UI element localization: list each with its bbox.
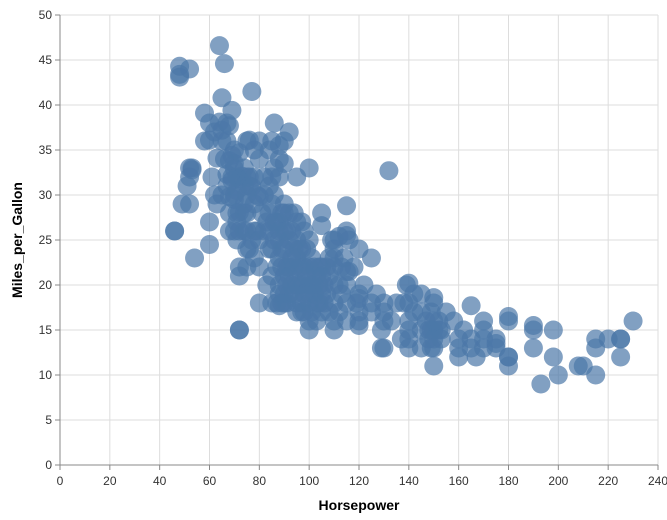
data-point (611, 329, 631, 349)
data-point (374, 338, 394, 358)
data-point (344, 257, 364, 277)
y-axis-title: Miles_per_Gallon (9, 182, 25, 298)
y-tick-label: 15 (39, 323, 53, 337)
y-tick-label: 30 (39, 188, 53, 202)
x-tick-label: 200 (548, 474, 568, 488)
y-tick-label: 5 (45, 413, 52, 427)
data-point (202, 167, 222, 187)
y-tick-label: 50 (39, 8, 53, 22)
data-point (200, 212, 219, 232)
x-tick-label: 140 (399, 474, 419, 488)
x-axis-title: Horsepower (319, 497, 400, 513)
axes: 0 20 40 60 80 100 120 140 160 180 200 220 240 0 5 10 15 2… (39, 8, 667, 488)
data-point (165, 221, 185, 241)
data-point (200, 235, 219, 254)
data-point (222, 100, 242, 120)
data-point (486, 334, 506, 353)
data-point (219, 116, 239, 136)
data-point (180, 167, 200, 187)
data-point (180, 194, 200, 214)
data-point (543, 320, 563, 340)
x-tick-label: 0 (57, 474, 64, 488)
data-point (279, 122, 299, 142)
x-tick-label: 20 (103, 474, 117, 488)
x-tick-label: 80 (253, 474, 267, 488)
x-tick-label: 120 (349, 474, 369, 488)
data-point (337, 196, 357, 216)
data-point (499, 311, 518, 331)
y-tick-label: 35 (39, 143, 53, 157)
y-tick-label: 45 (39, 53, 53, 67)
x-tick-label: 160 (449, 474, 469, 488)
data-point (349, 316, 369, 335)
data-point (185, 248, 205, 268)
data-point (586, 365, 606, 385)
data-point (242, 82, 262, 101)
data-point (431, 329, 451, 349)
x-tick-label: 60 (203, 474, 217, 488)
data-point (361, 248, 381, 268)
x-tick-label: 220 (598, 474, 618, 488)
data-point (461, 296, 481, 316)
data-point (229, 320, 249, 340)
x-tick-label: 40 (153, 474, 167, 488)
data-point (523, 338, 543, 358)
data-point (523, 320, 543, 340)
data-point (611, 347, 631, 367)
data-point (548, 365, 568, 385)
y-tick-label: 25 (39, 233, 53, 247)
data-point (379, 161, 399, 181)
y-tick-label: 0 (45, 458, 52, 472)
data-point (424, 356, 444, 376)
data-point (264, 113, 284, 133)
y-tick-label: 10 (39, 368, 53, 382)
y-tick-label: 40 (39, 98, 53, 112)
y-tick-label: 20 (39, 278, 53, 292)
data-point (214, 54, 234, 74)
data-point (312, 203, 332, 223)
x-tick-label: 240 (648, 474, 667, 488)
data-point (274, 154, 294, 173)
data-point (543, 347, 563, 367)
data-point (209, 36, 229, 56)
data-point (531, 374, 551, 394)
data-point (299, 230, 319, 250)
data-point (299, 158, 319, 178)
data-point (499, 347, 518, 367)
x-tick-label: 180 (498, 474, 518, 488)
data-point (180, 59, 200, 79)
x-tick-label: 100 (299, 474, 319, 488)
data-points (165, 36, 643, 394)
data-point (381, 311, 401, 331)
data-point (623, 311, 643, 331)
